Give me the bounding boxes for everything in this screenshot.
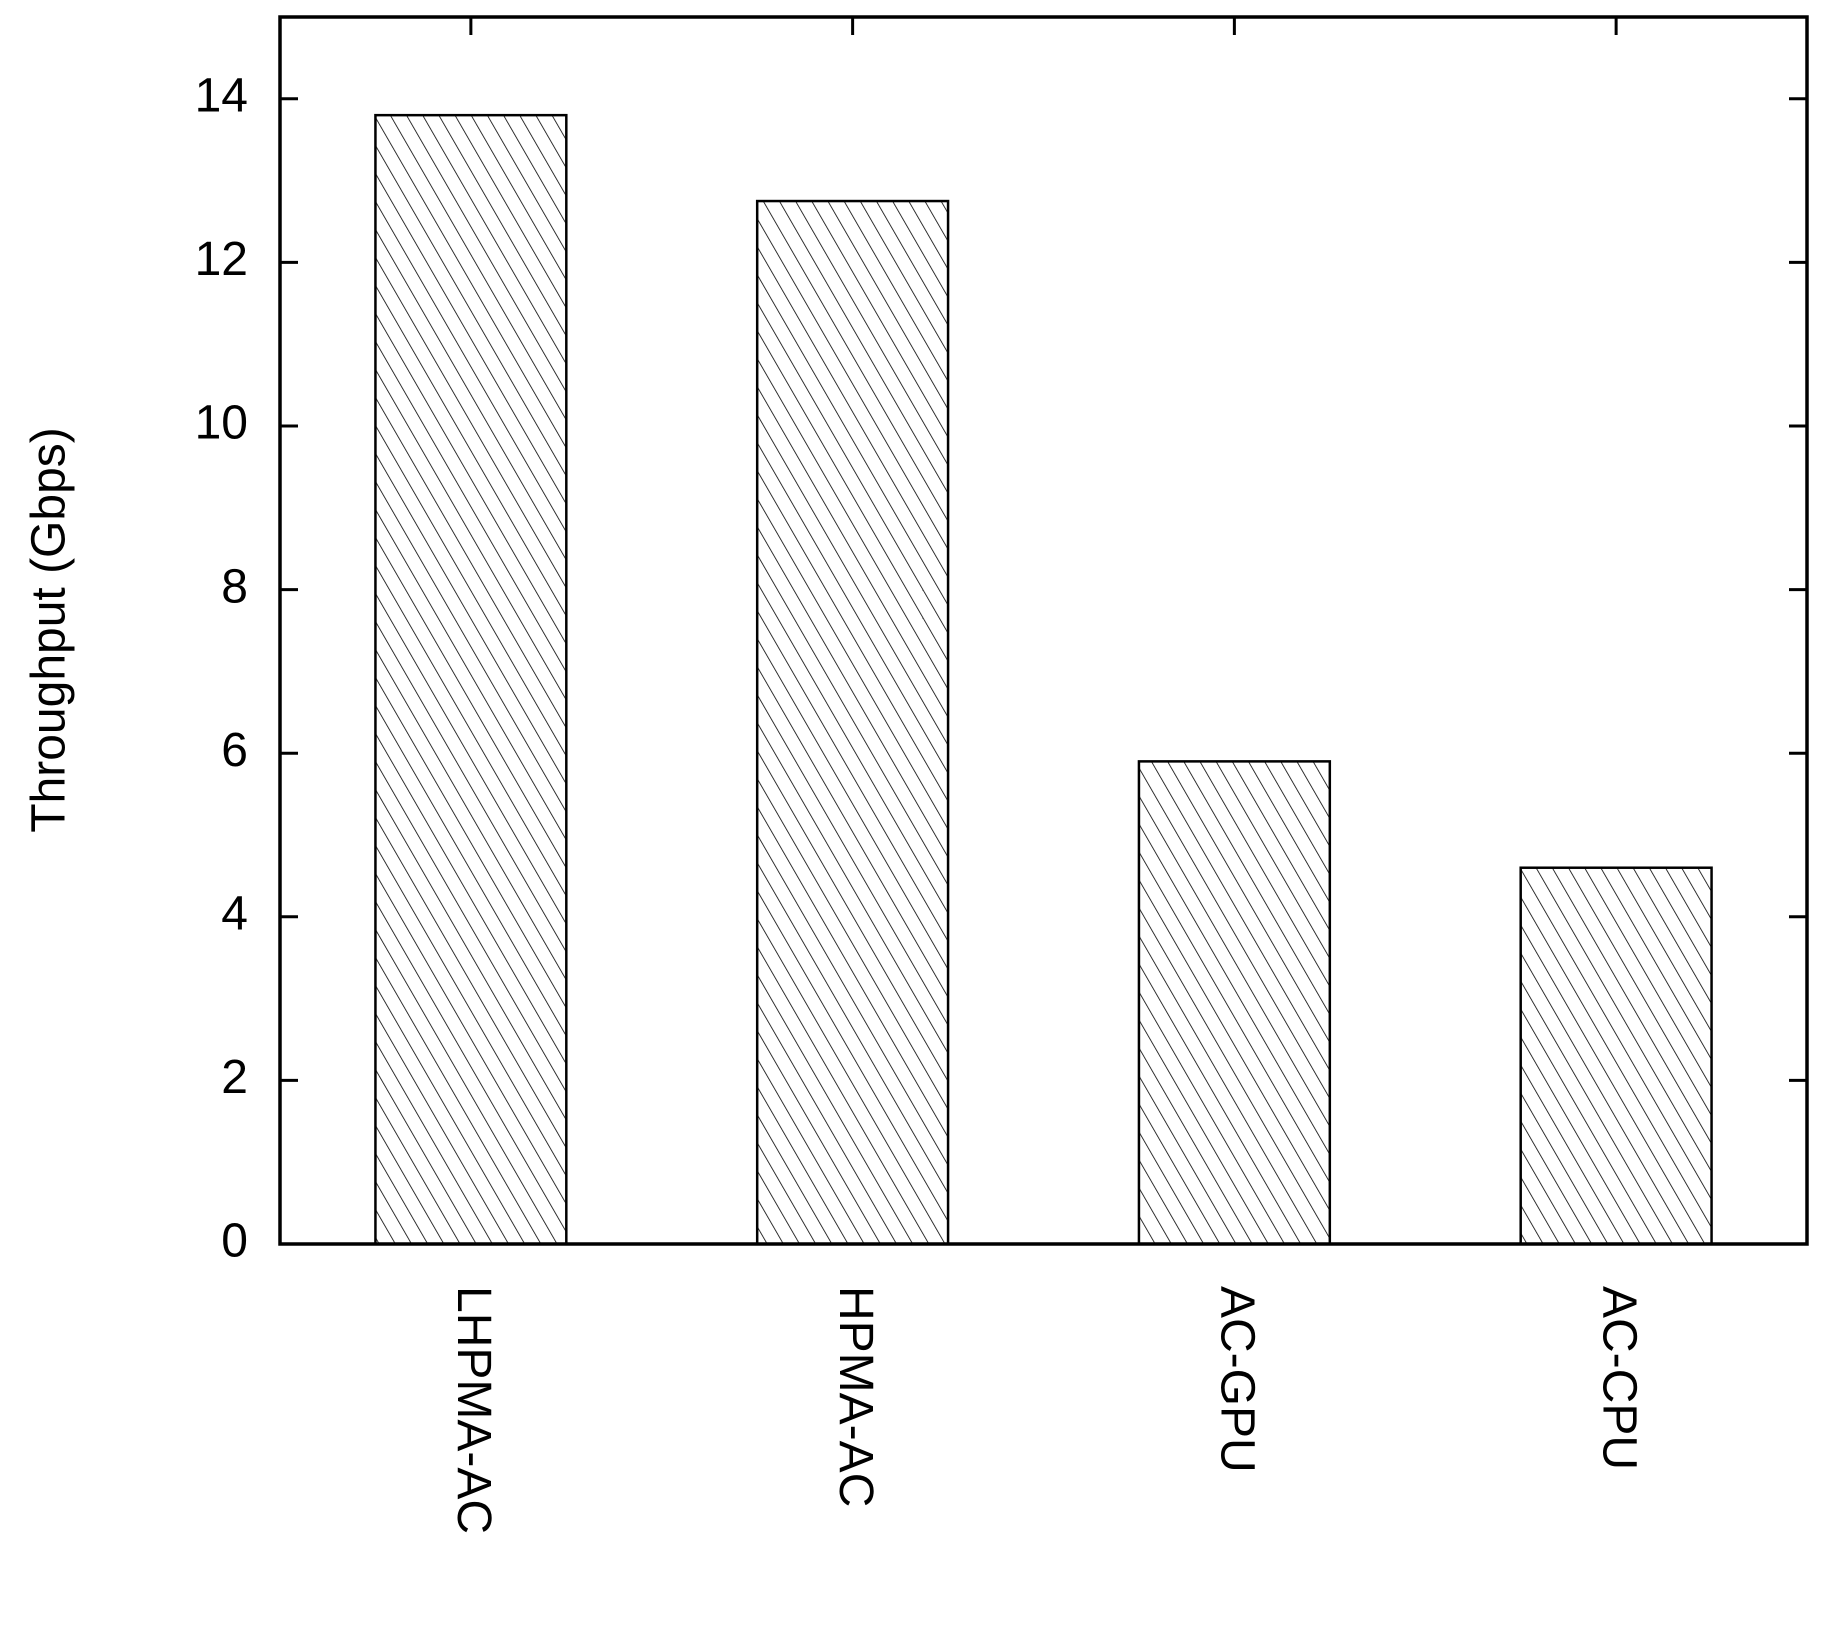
- y-tick-label: 10: [195, 397, 248, 450]
- y-tick-label: 2: [221, 1051, 248, 1104]
- x-tick-label: HPMA-AC: [829, 1286, 882, 1507]
- plot-frame: [278, 15, 1809, 1246]
- bar: [1137, 760, 1332, 1246]
- y-tick-label: 14: [195, 69, 248, 122]
- x-tick-label: LHPMA-AC: [447, 1286, 500, 1534]
- y-tick-label: 0: [221, 1215, 248, 1268]
- y-tick-label: 12: [195, 233, 248, 286]
- y-axis-label: Throughput (Gbps): [23, 427, 76, 833]
- bar: [755, 199, 950, 1246]
- x-tick-label: AC-CPU: [1592, 1286, 1645, 1470]
- y-tick-label: 6: [221, 724, 248, 777]
- y-tick-label: 8: [221, 560, 248, 613]
- bar: [1519, 866, 1713, 1246]
- y-tick-label: 4: [221, 887, 248, 940]
- bar: [374, 113, 568, 1246]
- x-tick-label: AC-GPU: [1211, 1286, 1264, 1473]
